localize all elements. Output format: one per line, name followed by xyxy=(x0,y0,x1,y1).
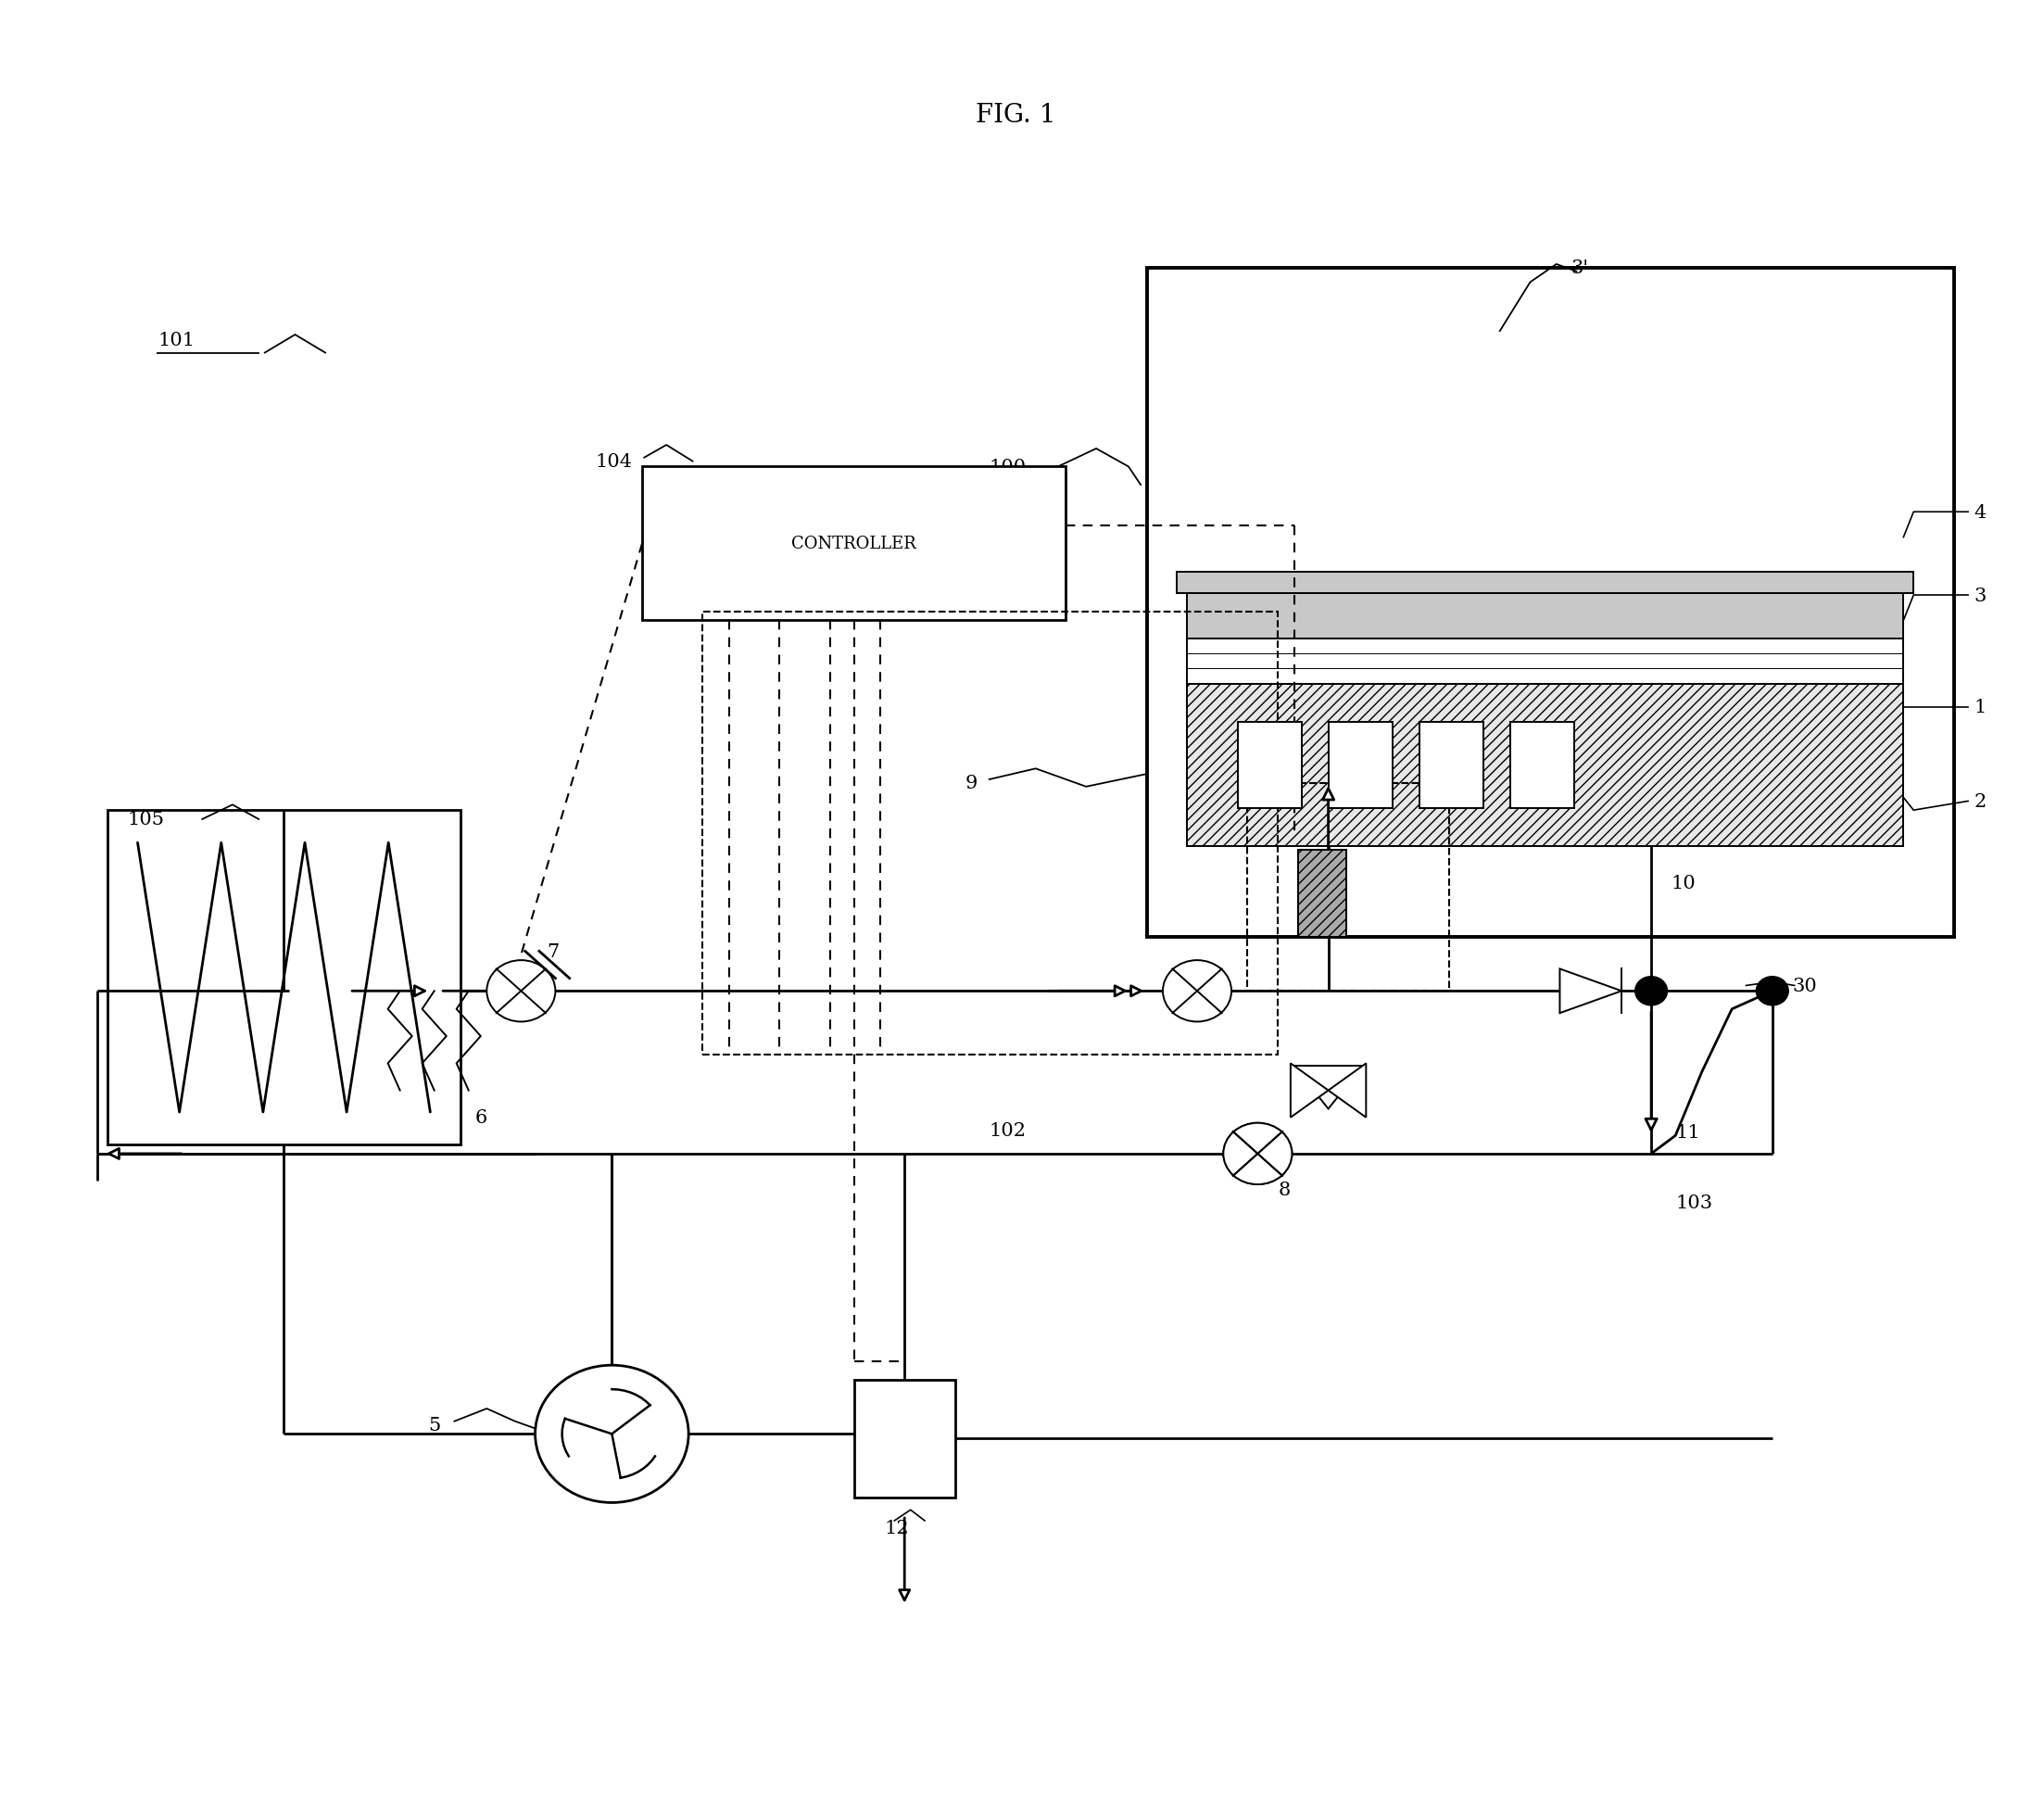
Bar xyxy=(1420,723,1485,808)
Bar xyxy=(1237,723,1302,808)
Text: 9: 9 xyxy=(965,775,977,792)
Text: 8: 8 xyxy=(1277,1181,1290,1199)
Bar xyxy=(1247,783,1450,992)
Text: 1: 1 xyxy=(1974,699,1986,717)
Bar xyxy=(1298,850,1347,937)
Circle shape xyxy=(1223,1123,1292,1185)
Bar xyxy=(855,1380,955,1498)
Text: 102: 102 xyxy=(989,1121,1026,1139)
Bar xyxy=(1509,723,1574,808)
Circle shape xyxy=(1635,977,1667,1006)
Circle shape xyxy=(536,1365,689,1503)
Text: 104: 104 xyxy=(595,453,632,471)
Text: 7: 7 xyxy=(546,943,561,961)
Text: FIG. 1: FIG. 1 xyxy=(975,102,1056,127)
Text: 3': 3' xyxy=(1570,260,1588,277)
Text: 12: 12 xyxy=(883,1520,910,1536)
Text: 5: 5 xyxy=(429,1416,441,1434)
Bar xyxy=(1186,593,1903,639)
Circle shape xyxy=(1223,1123,1292,1185)
Text: 3: 3 xyxy=(1974,586,1986,604)
Bar xyxy=(1186,684,1903,846)
Bar xyxy=(1186,639,1903,684)
Circle shape xyxy=(1757,977,1789,1006)
Circle shape xyxy=(1164,961,1231,1023)
Text: 30: 30 xyxy=(1793,977,1818,996)
Polygon shape xyxy=(1290,1063,1328,1117)
Text: 13: 13 xyxy=(1349,730,1373,748)
Text: 101: 101 xyxy=(158,331,195,349)
Bar xyxy=(642,468,1066,621)
Text: 6: 6 xyxy=(475,1108,487,1127)
Polygon shape xyxy=(1560,970,1621,1014)
Polygon shape xyxy=(1328,1063,1367,1117)
Bar xyxy=(108,810,461,1145)
Text: 10: 10 xyxy=(1672,874,1696,892)
Polygon shape xyxy=(1294,1067,1363,1108)
Text: 100: 100 xyxy=(989,459,1026,477)
Bar xyxy=(1328,723,1393,808)
Text: 105: 105 xyxy=(128,812,165,828)
Text: CONTROLLER: CONTROLLER xyxy=(792,535,916,553)
Circle shape xyxy=(487,961,554,1023)
Text: 2: 2 xyxy=(1974,794,1986,810)
Bar xyxy=(1148,269,1954,937)
Text: 103: 103 xyxy=(1676,1194,1712,1212)
Text: 11: 11 xyxy=(1676,1123,1700,1141)
Text: 4: 4 xyxy=(1974,504,1986,521)
Bar xyxy=(1176,571,1913,593)
Bar xyxy=(703,612,1277,1054)
